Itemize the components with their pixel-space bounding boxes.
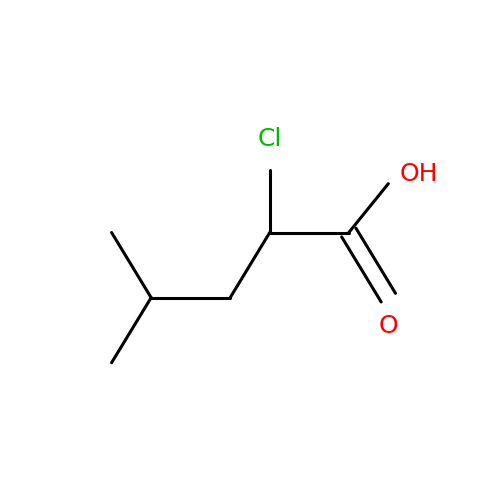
Text: OH: OH [400,162,438,186]
Text: Cl: Cl [258,127,282,151]
Text: O: O [378,314,398,338]
